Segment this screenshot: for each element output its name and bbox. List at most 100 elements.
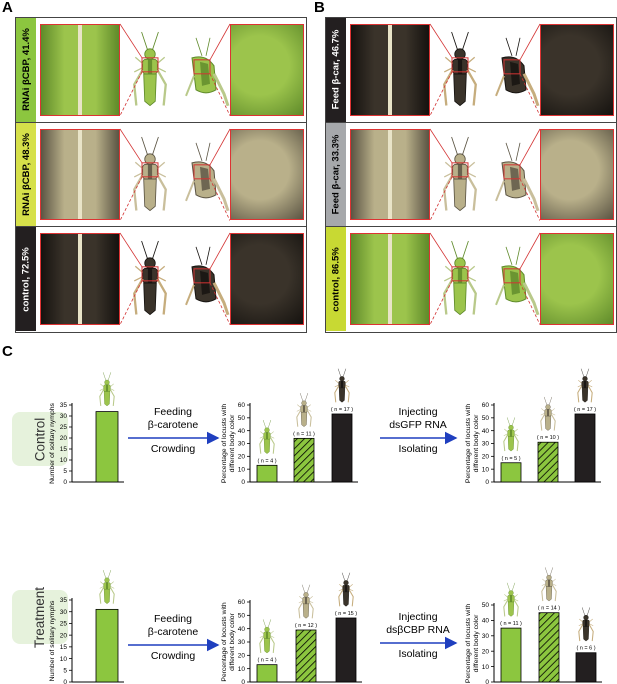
panel-b-row-label: Feed β-car, 33.3% <box>326 122 346 227</box>
treat-arrow2-isolating-text: Isolating <box>398 648 438 660</box>
y-axis-label: Number of solitary nymphs <box>49 402 56 483</box>
bar-data-label: ( n = 4 ) <box>257 658 276 664</box>
bar-chart-4: 0 5 10 15 20 25 30 35 Number of solitary nymphs <box>49 570 124 684</box>
locust-icon <box>133 241 167 316</box>
control-arrow2-text-top: Injecting dsGFP RNA <box>378 406 458 432</box>
panel-letter-b: B <box>314 0 325 16</box>
y-axis-label: different body color <box>473 614 480 672</box>
y-tick-label: 40 <box>482 618 490 625</box>
highlight-box <box>503 59 521 75</box>
panel-a-row-label: RNAi βCBP, 48.3% <box>16 122 36 227</box>
panel-a-specimen-icons <box>120 128 230 221</box>
panel-a-pronotum-midrib <box>78 234 83 324</box>
control-arrow2-text-bottom: Isolating <box>378 443 458 456</box>
bar-data-label: ( n = 12 ) <box>295 623 317 629</box>
panel-a-lateral-closeup <box>230 128 304 221</box>
locust-icon <box>99 570 115 604</box>
highlight-connector <box>519 233 540 270</box>
bar <box>574 413 596 483</box>
control-arrow1-text-bottom: Crowding <box>128 443 218 456</box>
locust-icon <box>503 417 519 452</box>
panel-b-pronotum-midrib <box>388 234 393 324</box>
highlight-box <box>193 163 211 179</box>
highlight-connector <box>120 128 143 163</box>
y-tick-label: 15 <box>60 446 68 453</box>
bar-data-label: ( n = 17 ) <box>574 407 596 413</box>
y-axis-label: Number of solitary nymphs <box>49 600 56 681</box>
locust-icon <box>577 368 593 403</box>
bar-chart-1: 0 5 10 15 20 25 30 35 Number of solitary nymphs <box>49 372 124 486</box>
arrow1-feeding-text: Feeding <box>154 406 192 418</box>
highlight-connector <box>430 71 453 116</box>
y-axis-label: Percentage of locusts with <box>465 604 472 684</box>
locust-icon <box>298 584 314 619</box>
y-tick-label: 25 <box>60 621 68 628</box>
highlight-connector <box>209 178 230 221</box>
highlight-box <box>451 161 469 177</box>
panel-b-photo-grid: Feed β-car, 46.7% Feed β-car, 33.3% contro… <box>325 17 617 333</box>
panel-a-row: RNAi βCBP, 48.3% <box>16 122 306 228</box>
treatment-arrow2-text-top: Injecting dsβCBP RNA <box>376 611 460 637</box>
panel-b-row-label: Feed β-car, 46.7% <box>326 18 346 122</box>
treatment-arrow2-text-bottom: Isolating <box>376 648 460 661</box>
panel-a-dorsal-closeup <box>40 233 120 325</box>
highlight-connector <box>209 282 230 326</box>
highlight-connector <box>519 23 540 61</box>
bar <box>500 462 522 483</box>
y-tick-label: 10 <box>482 466 490 473</box>
y-tick-label: 10 <box>238 666 246 673</box>
bar-data-label: ( n = 10 ) <box>537 435 559 441</box>
panel-a-specimen-icons <box>120 23 230 116</box>
bar-chart-6: 0 10 20 30 40 50 Percentage of locusts with dif… <box>465 567 602 684</box>
panel-b-pronotum-midrib <box>388 129 393 220</box>
y-tick-label: 30 <box>238 639 246 646</box>
highlight-box <box>141 266 159 282</box>
locust-icon <box>133 31 167 107</box>
locust-icon <box>296 393 312 427</box>
panel-b-lateral-closeup <box>540 128 614 221</box>
panel-a-lateral-closeup <box>230 24 304 116</box>
highlight-connector <box>209 23 230 61</box>
y-tick-label: 20 <box>238 454 246 461</box>
y-tick-label: 30 <box>60 609 68 616</box>
highlight-connector <box>209 233 230 270</box>
y-tick-label: 40 <box>238 428 246 435</box>
panel-a-lateral-closeup <box>230 233 304 325</box>
y-tick-label: 0 <box>63 679 67 684</box>
locust-icon <box>99 372 115 407</box>
highlight-connector <box>430 128 453 163</box>
y-axis-label: different body color <box>229 414 236 472</box>
panel-b-dorsal-closeup <box>350 128 430 221</box>
panel-a-row: RNAi βCBP, 41.4% <box>16 18 306 123</box>
highlight-connector <box>519 73 540 116</box>
treat-arrow2-injecting-text: Injecting <box>398 611 438 623</box>
bar <box>95 608 119 683</box>
locust-icon <box>443 136 477 211</box>
panel-b-lateral-closeup <box>540 24 614 116</box>
panel-b-row: Feed β-car, 46.7% <box>326 18 616 123</box>
locust-icon <box>334 368 350 403</box>
treat-arrow1-beta-carotene-text: β-carotene <box>147 626 199 638</box>
bar-chart-5: 0 10 20 30 40 50 60 Percentage of locusts with d… <box>221 572 362 684</box>
highlight-connector <box>519 178 540 221</box>
y-tick-label: 0 <box>63 479 67 486</box>
bar-data-label: ( n = 4 ) <box>257 458 276 464</box>
y-tick-label: 5 <box>63 468 67 475</box>
highlight-connector <box>430 23 453 59</box>
y-tick-label: 50 <box>482 602 490 609</box>
y-tick-label: 30 <box>238 441 246 448</box>
bar <box>331 413 353 483</box>
arrow1-crowding-text: Crowding <box>150 443 196 455</box>
y-tick-label: 0 <box>485 679 489 684</box>
bar <box>538 612 560 683</box>
panel-b-row: Feed β-car, 33.3% <box>326 122 616 228</box>
treat-arrow1-crowding-text: Crowding <box>150 650 196 662</box>
bar <box>95 411 119 483</box>
y-tick-label: 0 <box>241 679 245 684</box>
panel-a-pronotum-midrib <box>78 129 83 220</box>
arrow2-injecting-text: Injecting <box>398 406 438 418</box>
highlight-connector <box>519 128 540 165</box>
y-tick-label: 30 <box>60 413 68 420</box>
